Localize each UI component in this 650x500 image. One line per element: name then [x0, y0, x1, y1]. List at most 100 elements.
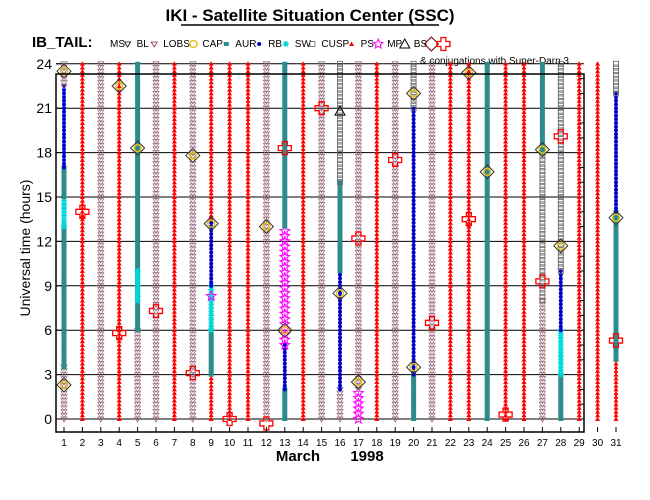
point-cusp-day4 [116, 198, 122, 203]
point-ms-day6 [152, 268, 160, 275]
point-cusp-day18 [374, 386, 380, 392]
point-cap-day24 [484, 65, 490, 70]
point-cusp-day29 [576, 87, 582, 92]
point-cusp-day23 [466, 79, 472, 85]
point-cusp-day25 [503, 94, 509, 100]
point-cap-day5 [135, 302, 141, 307]
point-ms-day3 [97, 275, 105, 283]
point-cusp-day31 [613, 386, 619, 392]
point-cusp-day10 [227, 65, 233, 70]
point-cap-day13 [282, 195, 288, 199]
point-cusp-day25 [503, 201, 509, 207]
point-cusp-day29 [576, 405, 582, 410]
point-aur-day13 [282, 357, 287, 362]
point-cusp-day26 [521, 242, 527, 248]
point-aur-day16 [338, 309, 342, 314]
point-ms-day21 [428, 183, 436, 190]
point-cap-day24 [484, 287, 490, 292]
point-ms-day21 [428, 272, 436, 279]
point-ms-day19 [391, 398, 399, 405]
point-ms-day8 [189, 94, 197, 101]
legend-marker-sw [309, 41, 316, 47]
point-ms-day6 [152, 261, 160, 268]
point-cap-day13 [282, 76, 288, 81]
crossing-bs-day23 [461, 64, 477, 81]
point-cusp-day25 [503, 120, 509, 125]
point-cap-day5 [135, 146, 141, 151]
point-cusp-day2 [79, 372, 85, 377]
point-cusp-day29 [576, 353, 582, 359]
point-ms-day17 [354, 127, 363, 135]
point-ms-day21 [428, 231, 436, 238]
point-ms-day27 [538, 412, 547, 420]
point-cap-day24 [484, 280, 490, 285]
point-aur-day1 [62, 135, 66, 140]
point-cusp-day2 [79, 90, 85, 96]
point-ms-day27 [538, 309, 547, 316]
point-cusp-day25 [503, 320, 509, 325]
point-cusp-day25 [503, 146, 509, 151]
point-cusp-day18 [374, 261, 380, 266]
point-ms-day3 [97, 383, 105, 390]
point-cusp-day29 [576, 220, 582, 225]
point-aur-day1 [62, 121, 66, 125]
x-tick-label: 1 [61, 438, 67, 449]
point-sw-day28 [557, 168, 564, 175]
point-cusp-day2 [79, 305, 85, 310]
point-cusp-day4 [116, 120, 122, 125]
point-cap-day16 [337, 217, 343, 222]
point-cusp-day11 [245, 335, 251, 340]
point-cusp-day2 [79, 331, 85, 336]
point-cusp-day2 [79, 412, 85, 418]
point-sw-day27 [539, 279, 546, 286]
point-ps-day13 [278, 250, 291, 263]
point-ms-day15 [317, 153, 326, 161]
point-ms-day12 [262, 272, 271, 279]
point-cap-day5 [135, 320, 141, 325]
y-tick-label: 9 [44, 278, 52, 294]
point-ms-day6 [152, 357, 160, 364]
point-cap-day13 [282, 413, 288, 418]
point-cusp-day14 [300, 65, 306, 70]
point-cusp-day26 [521, 264, 527, 270]
point-sw-day16 [337, 157, 343, 163]
point-aur-day16 [338, 387, 342, 392]
point-cusp-day10 [227, 187, 233, 192]
point-cusp-day14 [300, 198, 306, 203]
point-cusp-day30 [595, 139, 601, 144]
point-ms-day12 [262, 368, 271, 375]
point-cusp-day14 [300, 201, 306, 207]
point-cusp-day23 [466, 287, 472, 292]
point-cusp-day7 [171, 157, 177, 162]
point-cusp-day9 [208, 183, 214, 188]
x-tick-label: 31 [610, 438, 622, 449]
point-cusp-day25 [503, 209, 509, 214]
point-cusp-day14 [300, 76, 306, 81]
point-cusp-day22 [447, 83, 453, 88]
point-cusp-day4 [116, 109, 122, 114]
point-cusp-day25 [503, 194, 509, 199]
point-sw-day27 [539, 208, 546, 215]
point-cusp-day10 [227, 194, 233, 199]
point-sw-day28 [557, 72, 564, 78]
point-cusp-day22 [447, 246, 453, 251]
point-ms-day5 [133, 386, 142, 394]
point-ms-day8 [189, 283, 197, 290]
point-sw-day27 [539, 182, 546, 189]
point-ms-day27 [538, 368, 547, 375]
point-ms-day17 [354, 324, 363, 331]
point-cusp-day22 [447, 338, 453, 344]
point-cap-day27 [539, 95, 545, 100]
point-cusp-day18 [374, 398, 380, 403]
point-cusp-day4 [116, 375, 122, 381]
point-ms-day8 [189, 335, 197, 342]
point-rb-day1 [61, 212, 67, 219]
point-cap-day13 [282, 84, 288, 88]
point-ms-day6 [152, 353, 160, 360]
point-sw-day27 [539, 231, 546, 237]
point-ms-day6 [152, 283, 160, 290]
point-sw-day31 [613, 86, 619, 93]
point-aur-day1 [62, 158, 66, 162]
point-cusp-day29 [576, 190, 582, 196]
point-cusp-day2 [79, 272, 85, 277]
